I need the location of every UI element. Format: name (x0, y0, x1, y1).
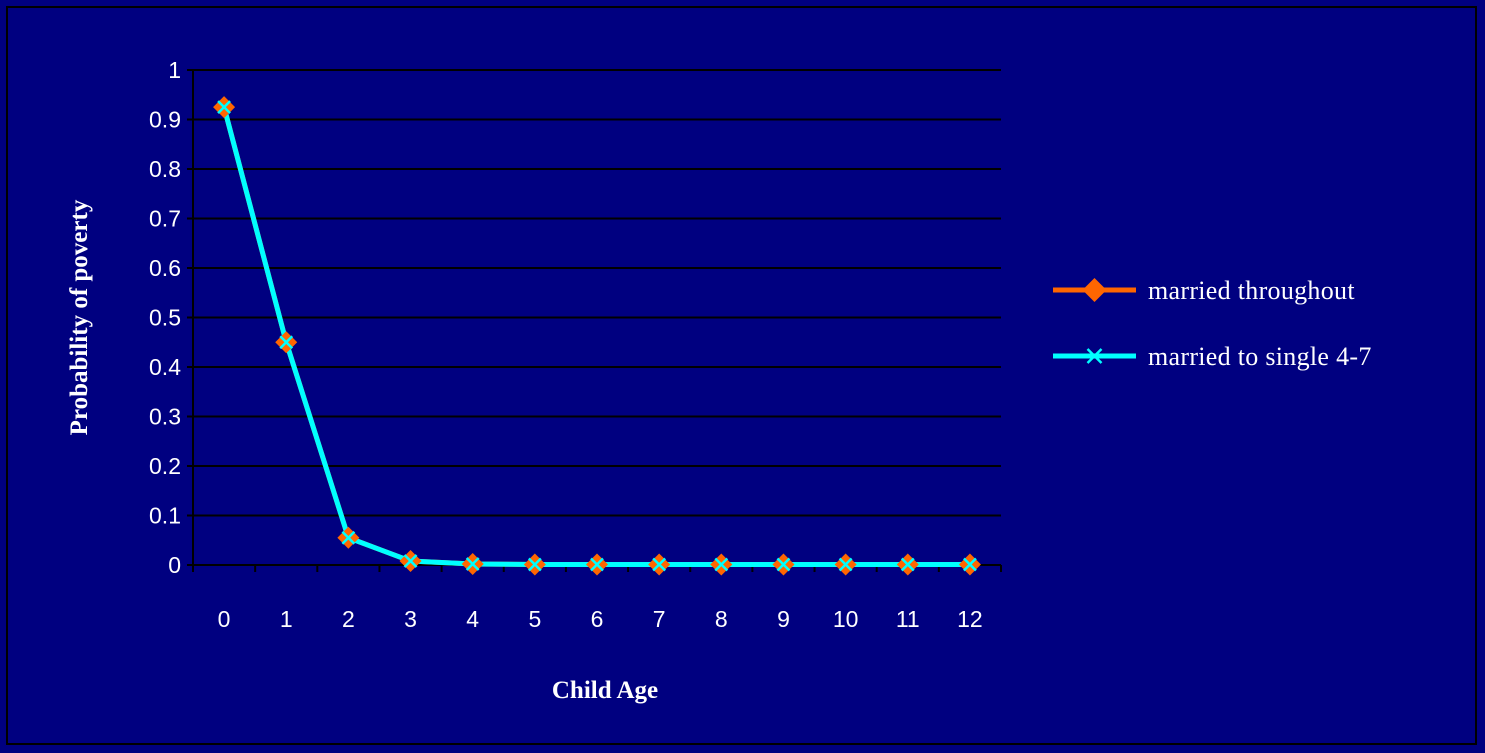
x-tick-label: 4 (466, 606, 479, 632)
gridlines (193, 70, 1001, 516)
y-tick-label: 0.8 (149, 156, 181, 182)
legend-item-married-throughout: married throughout (1053, 276, 1355, 305)
y-tick-label: 0.2 (149, 453, 181, 479)
y-tick-label: 1 (168, 57, 181, 83)
y-axis-title: Probability of poverty (66, 199, 93, 435)
x-tick-label: 3 (404, 606, 417, 632)
x-tick-label: 10 (833, 606, 859, 632)
diamond-marker-icon (1083, 278, 1107, 302)
legend-label-married-to-single: married to single 4-7 (1148, 342, 1372, 371)
y-tick-label: 0.7 (149, 206, 181, 232)
x-tick-label: 8 (715, 606, 728, 632)
legend: married throughout married to single 4-7 (1053, 276, 1372, 371)
legend-item-married-to-single: married to single 4-7 (1053, 342, 1372, 371)
x-tick-label: 11 (896, 606, 920, 632)
y-tick-label: 0.1 (149, 503, 181, 529)
y-tick-label: 0.4 (149, 354, 181, 380)
series-line-married-to-single (224, 107, 970, 564)
y-tick-labels: 0 0.1 0.2 0.3 0.4 0.5 0.6 0.7 0.8 0.9 1 (149, 57, 181, 578)
x-tick-label: 6 (591, 606, 604, 632)
y-tick-label: 0.5 (149, 305, 181, 331)
legend-label-married-throughout: married throughout (1148, 276, 1355, 305)
y-tick-label: 0.6 (149, 255, 181, 281)
x-tick-labels: 0 1 2 3 4 5 6 7 8 9 10 11 12 (218, 606, 983, 632)
y-tick-label: 0.3 (149, 404, 181, 430)
y-tick-label: 0.9 (149, 107, 181, 133)
x-tick-label: 7 (653, 606, 666, 632)
x-axis-title: Child Age (552, 677, 658, 704)
x-tick-label: 5 (528, 606, 541, 632)
x-tick-label: 1 (280, 606, 293, 632)
x-tick-label: 9 (777, 606, 790, 632)
legend-swatch-married-to-single (1053, 349, 1136, 363)
axes (187, 70, 1001, 572)
legend-swatch-married-throughout (1053, 278, 1136, 302)
y-tick-label: 0 (168, 552, 181, 578)
x-tick-label: 0 (218, 606, 231, 632)
x-tick-label: 2 (342, 606, 355, 632)
x-tick-label: 12 (957, 606, 983, 632)
